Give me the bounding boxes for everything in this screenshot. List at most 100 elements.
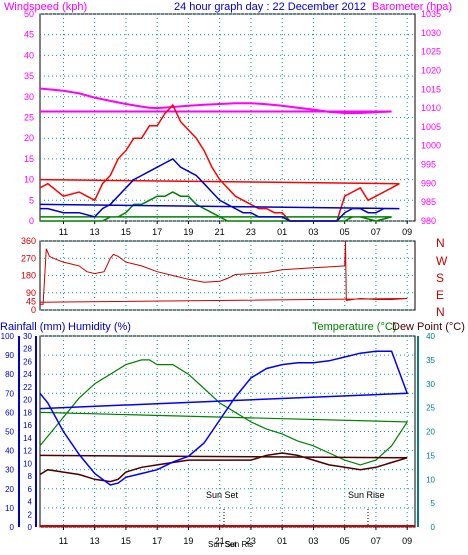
x-tick-label-bottom: 17 [152, 536, 162, 546]
x-tick-label-top: 13 [90, 227, 100, 237]
baro-y-tick-label: 980 [421, 216, 436, 226]
rain-y-tick-label: 16 [23, 421, 32, 430]
baro-y-tick-label: 985 [421, 197, 436, 207]
x-tick-label-bottom: 19 [183, 536, 193, 546]
humidity-y-tick-label: 70 [5, 389, 14, 398]
direction-y-tick-label: 180 [21, 271, 36, 281]
dewpoint-line [39, 452, 408, 483]
x-tick-label-bottom: 15 [121, 536, 131, 546]
sunset-bottom-label: Sun Set [208, 540, 237, 549]
gust-line [39, 103, 400, 222]
x-tick-label-bottom: 09 [402, 536, 412, 546]
wind-y-tick-label: 20 [24, 133, 34, 143]
rain-y-tick-label: 4 [28, 498, 33, 507]
x-tick-label-top: 21 [215, 227, 225, 237]
wind-y-tick-label: 50 [24, 9, 34, 19]
baro-y-tick-label: 1035 [421, 9, 441, 19]
temperature-y-tick-label: 40 [426, 332, 435, 341]
wind-y-tick-label: 5 [29, 195, 34, 205]
humidity-y-tick-label: 40 [5, 447, 14, 456]
x-tick-label-top: 17 [152, 227, 162, 237]
temperature-y-tick-label: 30 [426, 380, 435, 389]
rain-y-tick-label: 12 [23, 447, 32, 456]
barometer-axis-title: Barometer (hpa) [372, 1, 452, 13]
chart-title: 24 hour graph day : 22 December 2012 [174, 1, 366, 13]
compass-label-e: E [436, 288, 444, 302]
humidity-y-tick-label: 100 [1, 332, 15, 341]
x-tick-label-bottom: 13 [90, 536, 100, 546]
wind-y-tick-label: 40 [24, 50, 34, 60]
temperature-y-tick-label: 25 [426, 404, 435, 413]
direction-y-tick-label: 90 [26, 288, 36, 298]
baro-y-tick-label: 1000 [421, 141, 441, 151]
wind-y-tick-label: 30 [24, 92, 34, 102]
wind-y-tick-label: 15 [24, 154, 34, 164]
baro-y-tick-label: 1015 [421, 84, 441, 94]
wind-y-tick-label: 45 [24, 30, 34, 40]
rain-y-tick-label: 10 [23, 459, 32, 468]
sunrise-label: Sun Rise [348, 490, 385, 500]
axis-layer: 1111131315151717191921212323010103030505… [1, 9, 441, 546]
humidity-y-tick-label: 0 [10, 523, 15, 532]
x-tick-label-bottom: 11 [59, 536, 68, 546]
humidity-y-tick-label: 90 [5, 351, 14, 360]
temperature-axis-title: Temperature (°C) [312, 321, 396, 333]
x-tick-label-bottom: 05 [340, 536, 350, 546]
sunset-label: Sun Set [206, 490, 239, 500]
sunrise-bottom-label: Sun Ris [225, 540, 253, 549]
direction-line [39, 240, 408, 305]
rain-y-tick-label: 8 [28, 472, 33, 481]
baro-y-tick-label: 1005 [421, 122, 441, 132]
rain-y-tick-label: 26 [23, 357, 32, 366]
humidity-y-tick-label: 10 [5, 504, 14, 513]
x-tick-label-bottom: 03 [308, 536, 318, 546]
baro-y-tick-label: 1020 [421, 65, 441, 75]
temperature-y-tick-label: 15 [426, 451, 435, 460]
rain-y-tick-label: 24 [23, 370, 32, 379]
temperature-line [39, 359, 409, 466]
x-tick-label-top: 07 [371, 227, 381, 237]
rain-y-tick-label: 0 [28, 523, 33, 532]
humidity-y-tick-label: 20 [5, 485, 14, 494]
rain-y-tick-label: 20 [23, 396, 32, 405]
baro-y-tick-label: 1030 [421, 28, 441, 38]
x-tick-label-top: 23 [246, 227, 256, 237]
rain-y-tick-label: 28 [23, 345, 32, 354]
temperature-y-tick-label: 10 [426, 475, 435, 484]
series-layer [39, 87, 415, 527]
wind-y-tick-label: 35 [24, 71, 34, 81]
x-tick-label-top: 03 [308, 227, 318, 237]
barometer-line [39, 87, 392, 114]
wind-y-tick-label: 10 [24, 175, 34, 185]
direction-y-tick-label: 360 [21, 236, 36, 246]
compass-label-s: S [436, 271, 444, 285]
baro-y-tick-label: 1025 [421, 47, 441, 57]
compass-label-n-bottom: N [436, 305, 445, 319]
baro-y-tick-label: 995 [421, 160, 436, 170]
rain-y-tick-label: 30 [23, 332, 32, 341]
x-tick-label-bottom: 01 [277, 536, 287, 546]
x-tick-label-bottom: 23 [246, 536, 256, 546]
humidity-y-tick-label: 80 [5, 370, 14, 379]
humidity-line [39, 350, 409, 486]
direction-y-tick-label: 45 [26, 296, 36, 306]
grid-layer [40, 13, 415, 528]
x-tick-label-top: 15 [121, 227, 131, 237]
humidity-axis-title: Humidity (%) [68, 321, 131, 333]
rain-y-tick-label: 22 [23, 383, 32, 392]
temperature-y-tick-label: 0 [431, 523, 436, 532]
compass-label-w: W [436, 254, 448, 268]
x-tick-label-bottom: 07 [371, 536, 381, 546]
humidity-y-tick-label: 30 [5, 466, 14, 475]
humidity-y-tick-label: 60 [5, 408, 14, 417]
x-tick-label-top: 01 [277, 227, 287, 237]
dewpoint-axis-title: Dew Point (°C) [392, 321, 465, 333]
x-tick-label-top: 19 [183, 227, 193, 237]
direction-y-tick-label: 0 [31, 305, 36, 315]
x-tick-label-top: 11 [59, 227, 68, 237]
min-wind-line [40, 191, 392, 222]
rain-y-tick-label: 6 [28, 485, 33, 494]
direction-y-tick-label: 270 [21, 253, 36, 263]
baro-y-tick-label: 1010 [421, 103, 441, 113]
x-tick-label-top: 09 [402, 227, 412, 237]
